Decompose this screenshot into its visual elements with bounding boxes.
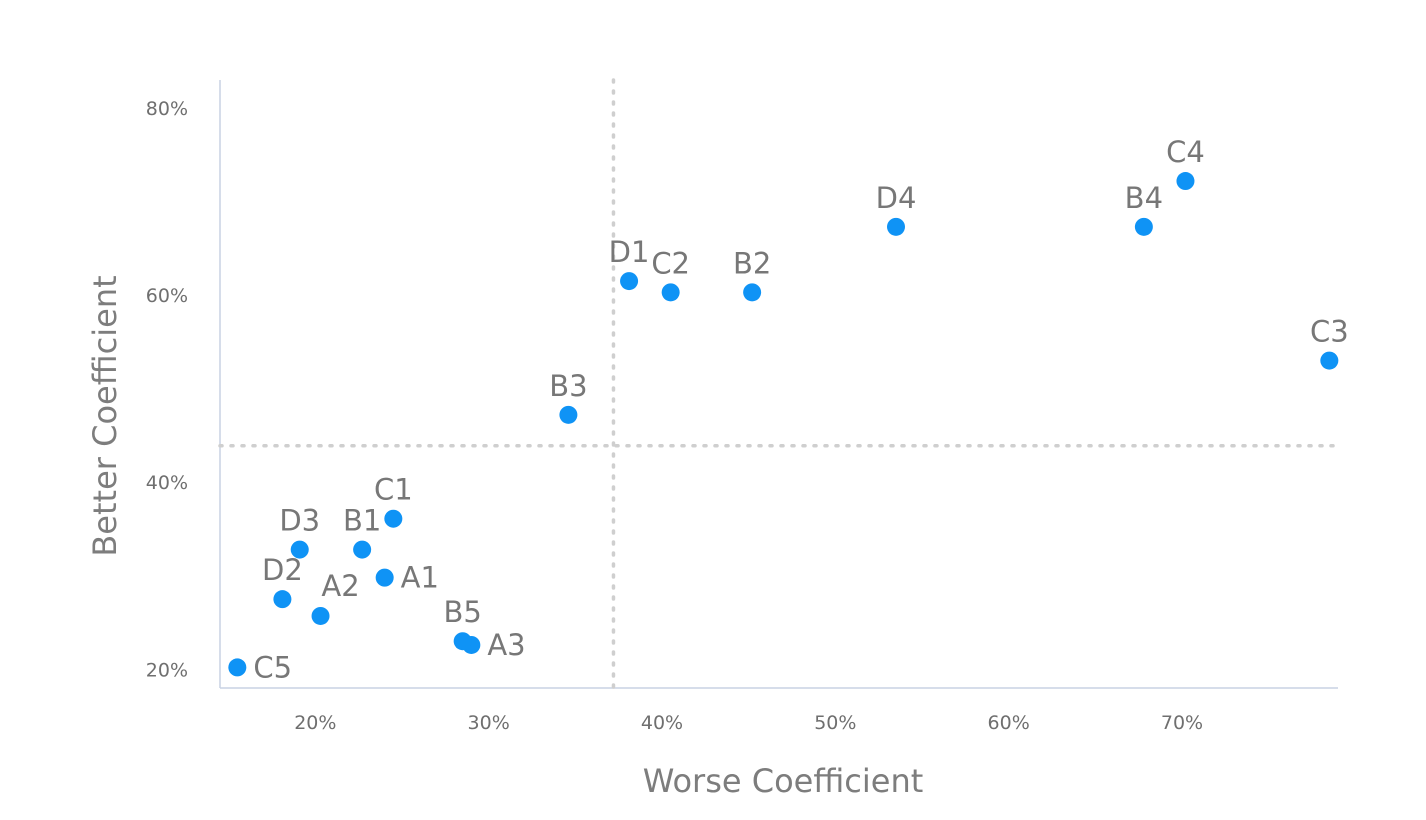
data-point — [353, 540, 372, 559]
y-tick-label: 40% — [146, 472, 188, 494]
data-point — [311, 606, 330, 625]
data-point — [620, 272, 639, 291]
data-point — [273, 590, 292, 609]
point-label: D2 — [262, 553, 303, 587]
point-label: C5 — [253, 650, 292, 684]
data-point — [384, 509, 403, 528]
data-point — [887, 217, 905, 236]
y-axis-title: Better Coefficient — [86, 275, 124, 556]
point-label: C4 — [1166, 135, 1205, 169]
data-point — [1176, 172, 1195, 191]
x-tick-label: 40% — [641, 712, 683, 734]
threshold-lines — [218, 78, 1340, 690]
point-label: B3 — [549, 369, 587, 403]
x-tick-label: 60% — [988, 712, 1030, 734]
point-label: D3 — [279, 504, 320, 538]
data-point — [375, 568, 394, 587]
point-label: B1 — [343, 504, 381, 538]
point-label: C2 — [651, 246, 690, 280]
data-point — [1320, 351, 1339, 370]
data-point — [290, 540, 309, 559]
point-label: C1 — [374, 473, 413, 507]
x-tick-label: 70% — [1161, 712, 1203, 734]
data-point — [743, 283, 762, 302]
x-tick-label: 20% — [294, 712, 336, 734]
data-points: A1 A2 A3 B1 B2 B3 B4 B5 C1 C2 C3 C4 C5 D1 D2 D3 D4 — [228, 135, 1349, 684]
data-point — [559, 405, 578, 424]
data-point — [1134, 217, 1153, 236]
point-label: A3 — [487, 628, 525, 662]
data-point — [661, 283, 680, 302]
y-tick-label: 60% — [146, 285, 188, 307]
x-axis-ticks: 20% 30% 40% 50% 60% 70% — [294, 712, 1203, 734]
y-axis-ticks: 20% 40% 60% 80% — [146, 98, 188, 681]
y-tick-label: 80% — [146, 98, 188, 120]
data-point — [453, 632, 472, 651]
data-point — [228, 658, 247, 677]
x-tick-label: 30% — [468, 712, 510, 734]
point-label: C3 — [1310, 315, 1349, 349]
point-label: A2 — [321, 569, 359, 603]
point-label: A1 — [401, 561, 439, 595]
point-label: D1 — [609, 235, 650, 269]
x-axis-title: Worse Coefficient — [643, 762, 924, 800]
point-label: D4 — [876, 181, 917, 215]
point-label: B4 — [1125, 181, 1163, 215]
point-label: B5 — [443, 595, 481, 629]
point-label: B2 — [733, 246, 771, 280]
y-tick-label: 20% — [146, 659, 188, 681]
x-tick-label: 50% — [814, 712, 856, 734]
